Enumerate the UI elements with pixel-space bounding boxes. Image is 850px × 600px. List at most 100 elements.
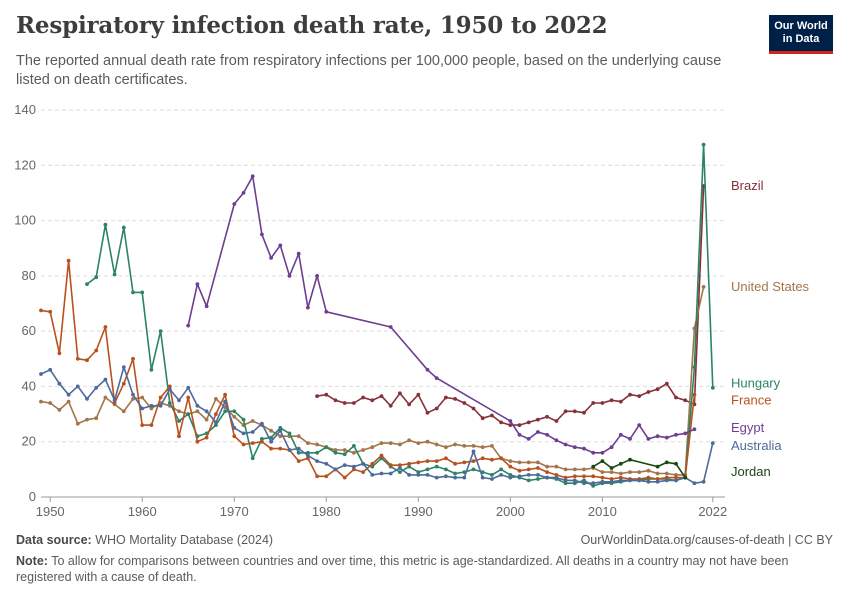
data-point-australia — [379, 471, 384, 476]
x-tick-label: 2022 — [698, 504, 727, 519]
data-point-hungary — [701, 142, 706, 147]
data-point-australia — [618, 478, 623, 483]
data-point-australia — [232, 426, 237, 430]
data-point-egypt — [517, 432, 522, 437]
data-point-united-states — [453, 442, 457, 447]
data-point-united-states — [94, 416, 99, 421]
data-point-australia — [425, 473, 430, 477]
data-point-australia — [296, 446, 301, 451]
data-point-jordan — [628, 457, 632, 462]
data-point-france — [416, 460, 421, 465]
data-point-australia — [195, 403, 200, 408]
data-point-egypt — [296, 251, 301, 256]
owid-logo[interactable]: Our World in Data — [769, 15, 833, 54]
data-point-hungary — [536, 477, 540, 481]
data-point-egypt — [204, 304, 209, 309]
data-point-australia — [444, 474, 448, 479]
data-point-france — [57, 351, 62, 356]
data-point-united-states — [278, 434, 283, 439]
data-point-brazil — [352, 401, 356, 405]
data-point-brazil — [646, 390, 651, 394]
data-point-hungary — [103, 222, 108, 227]
data-point-australia — [158, 403, 163, 408]
data-point-hungary — [121, 225, 126, 230]
data-point-brazil — [508, 423, 513, 427]
data-point-brazil — [333, 398, 338, 403]
data-point-jordan — [674, 461, 678, 466]
data-point-united-states — [563, 467, 568, 472]
data-point-egypt — [674, 432, 678, 437]
data-point-australia — [655, 479, 660, 484]
data-point-united-states — [618, 471, 623, 476]
y-tick-label: 20 — [22, 434, 36, 449]
data-point-brazil — [582, 410, 586, 415]
data-point-egypt — [278, 243, 283, 248]
data-point-jordan — [664, 460, 669, 465]
data-point-france — [195, 439, 200, 444]
data-point-france — [480, 456, 485, 461]
data-point-france — [536, 466, 540, 470]
data-point-hungary — [241, 417, 246, 422]
data-point-egypt — [609, 445, 614, 450]
data-point-australia — [223, 399, 228, 404]
data-point-egypt — [269, 256, 273, 260]
data-point-hungary — [315, 450, 319, 455]
data-point-australia — [480, 475, 485, 480]
data-point-brazil — [434, 406, 439, 411]
data-point-france — [278, 446, 283, 451]
data-point-france — [324, 474, 329, 479]
data-point-france — [379, 453, 384, 458]
data-point-france — [260, 439, 264, 444]
data-point-hungary — [140, 290, 145, 295]
data-point-france — [444, 456, 448, 461]
data-point-hungary — [260, 437, 264, 441]
data-point-united-states — [416, 441, 421, 445]
data-point-france — [609, 477, 614, 481]
data-point-hungary — [710, 385, 715, 390]
data-point-france — [434, 459, 439, 463]
data-point-united-states — [342, 448, 347, 452]
data-point-australia — [664, 478, 669, 483]
data-point-australia — [407, 473, 411, 477]
data-point-united-states — [434, 442, 439, 447]
data-point-egypt — [250, 174, 255, 179]
chart-note: Note: To allow for comparisons between c… — [16, 553, 826, 585]
data-point-australia — [692, 481, 697, 486]
data-point-brazil — [370, 398, 375, 403]
data-point-hungary — [342, 452, 347, 457]
legend-label-brazil: Brazil — [731, 178, 764, 193]
data-point-united-states — [462, 444, 467, 448]
data-point-france — [112, 401, 117, 405]
source-url[interactable]: OurWorldinData.org/causes-of-death | CC … — [580, 533, 833, 547]
data-point-united-states — [545, 464, 549, 469]
data-point-australia — [572, 478, 577, 483]
data-point-united-states — [85, 417, 89, 422]
data-point-brazil — [618, 399, 623, 404]
data-point-france — [655, 477, 660, 481]
data-point-hungary — [85, 282, 89, 286]
data-point-france — [664, 475, 669, 480]
legend-label-jordan: Jordan — [731, 464, 771, 479]
data-point-hungary — [582, 478, 586, 483]
data-point-egypt — [388, 325, 393, 329]
data-point-united-states — [628, 470, 632, 474]
data-point-france — [149, 423, 154, 427]
x-tick-label: 1980 — [312, 504, 341, 519]
data-point-australia — [57, 381, 62, 386]
data-point-united-states — [425, 439, 430, 444]
data-point-brazil — [554, 419, 559, 423]
data-point-australia — [131, 392, 135, 397]
data-point-australia — [609, 479, 614, 484]
data-point-australia — [554, 475, 559, 480]
data-point-hungary — [94, 275, 99, 280]
data-point-france — [315, 474, 319, 479]
data-point-united-states — [306, 441, 310, 445]
y-tick-label: 60 — [22, 323, 36, 338]
data-point-hungary — [278, 426, 283, 430]
data-point-egypt — [664, 435, 669, 440]
data-point-united-states — [508, 459, 513, 463]
data-point-united-states — [149, 406, 154, 411]
data-point-australia — [306, 453, 310, 458]
data-point-egypt — [545, 432, 549, 437]
